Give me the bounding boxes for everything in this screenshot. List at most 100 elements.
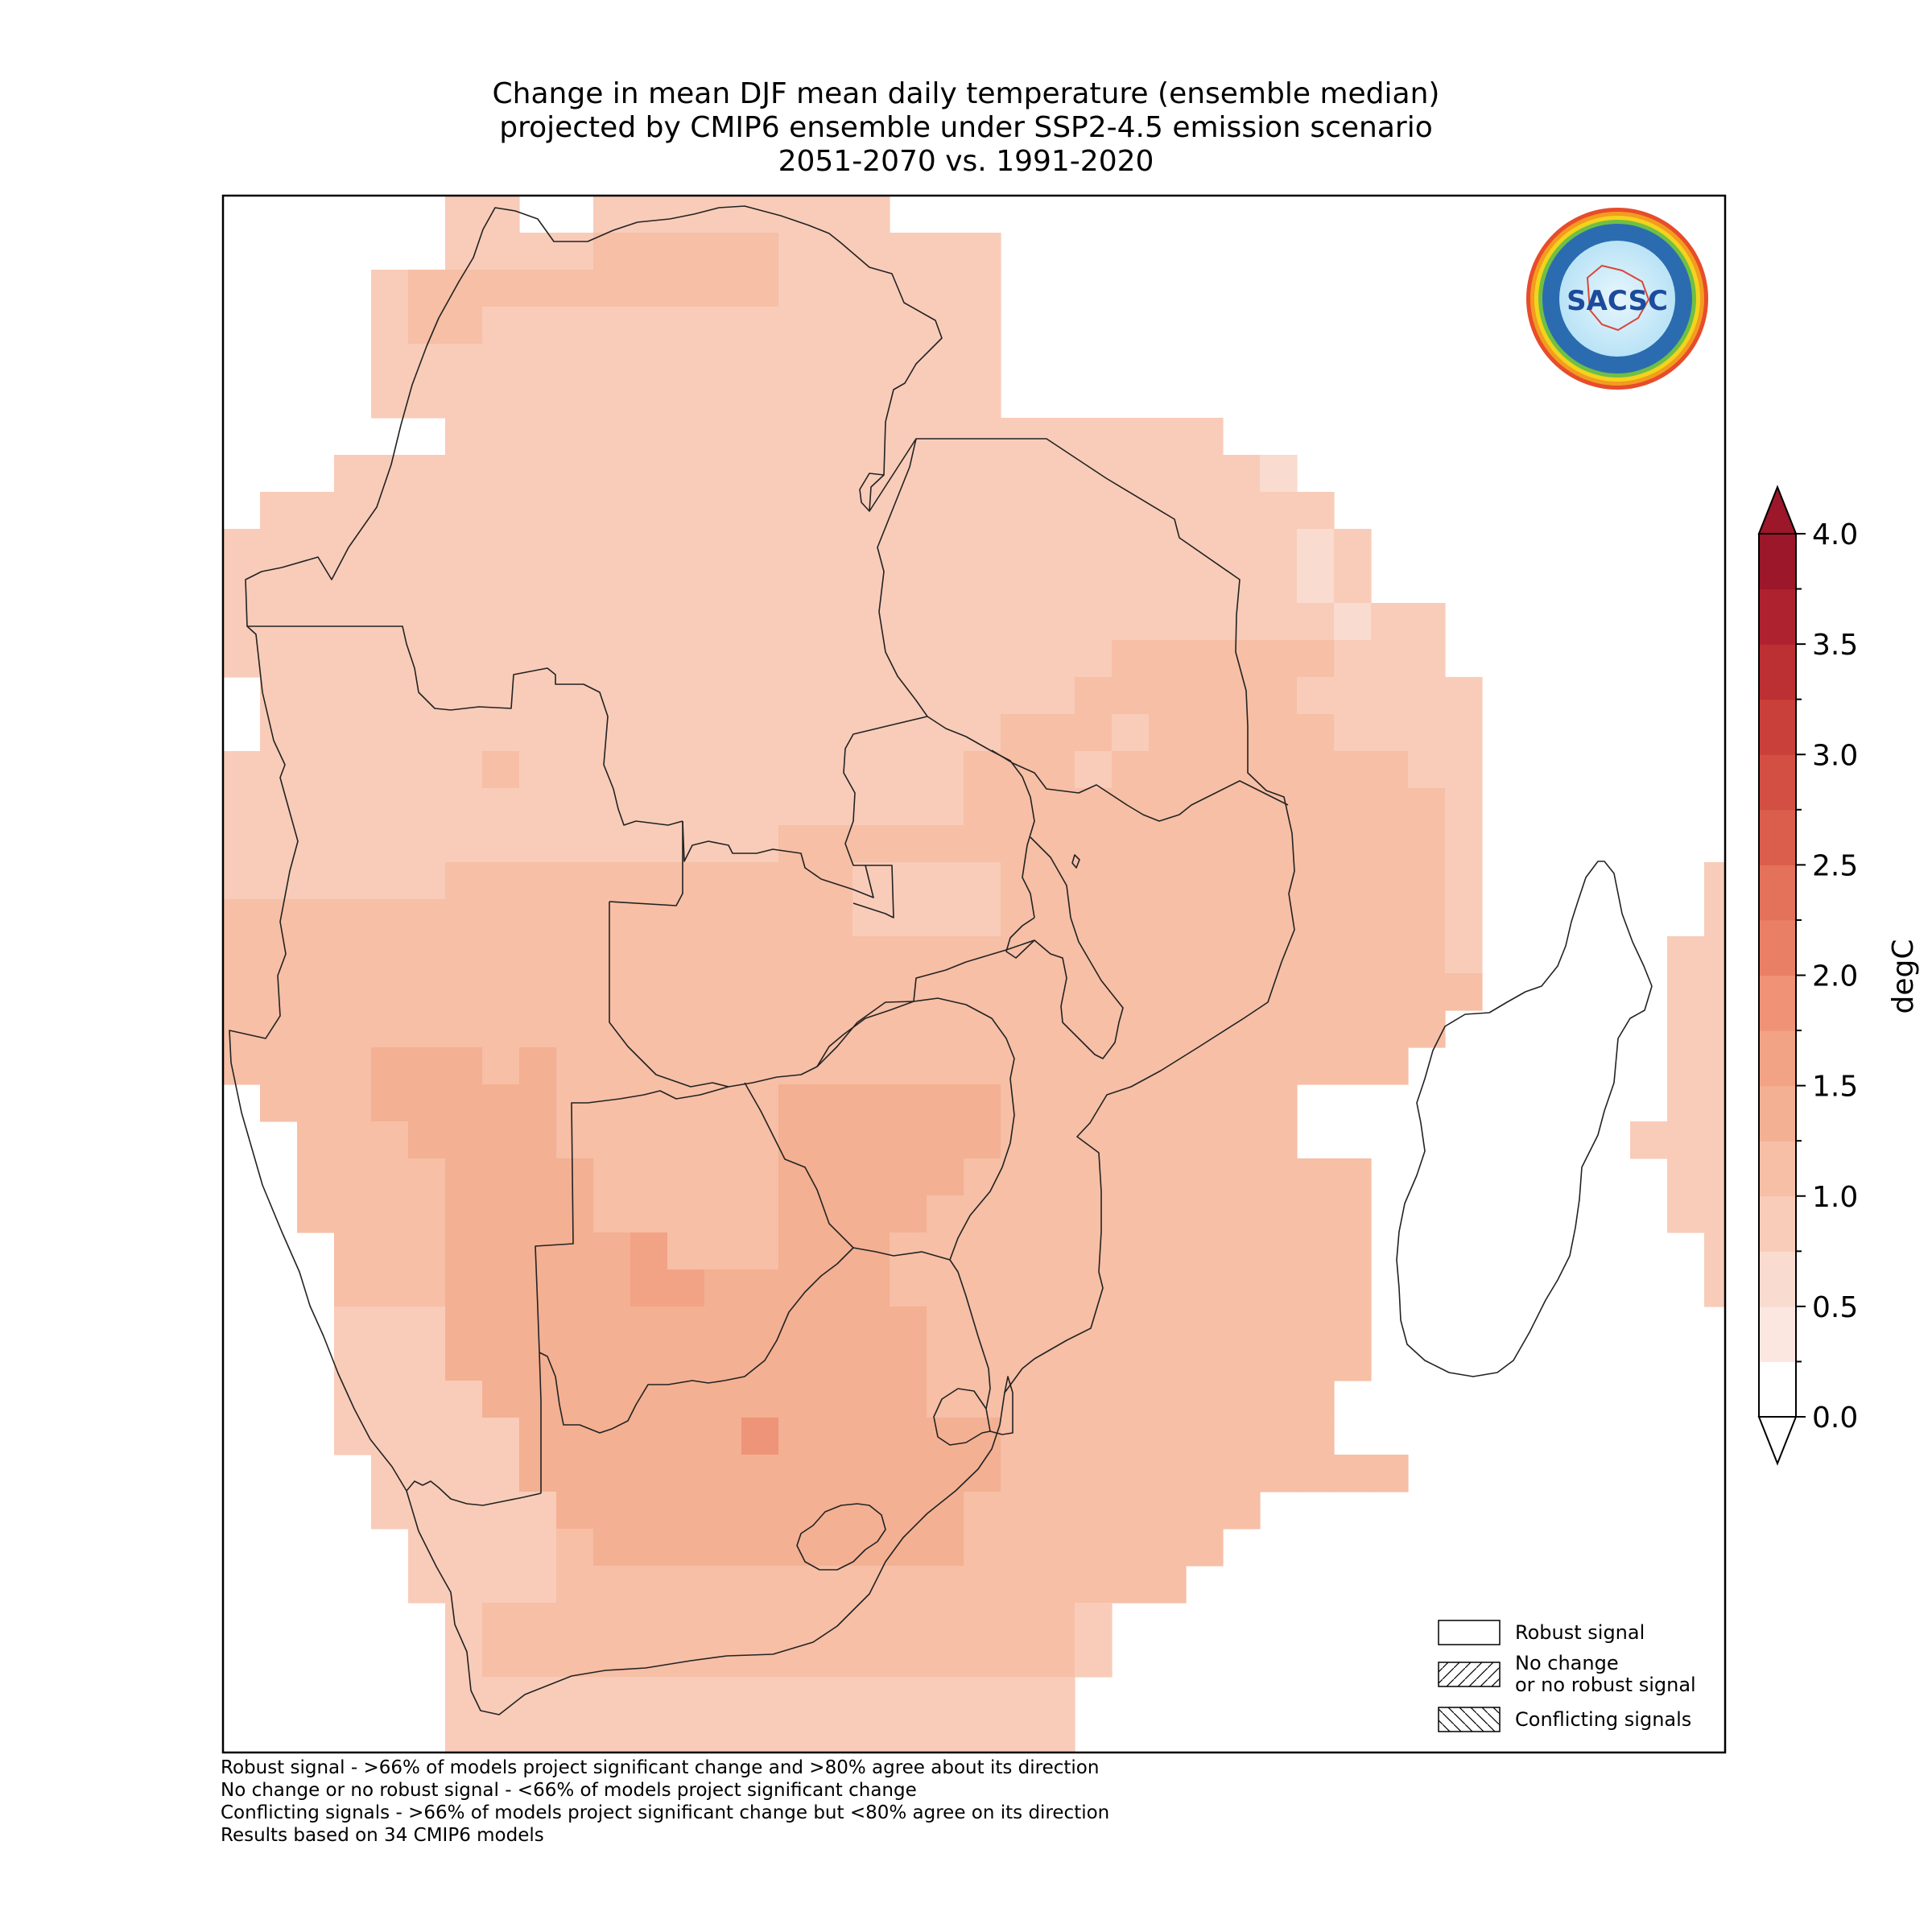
grid-cell: [630, 751, 668, 789]
grid-cell: [334, 1195, 372, 1233]
grid-cell: [1297, 1047, 1335, 1085]
grid-cell: [1334, 1455, 1372, 1492]
border-botswana: [535, 1086, 854, 1493]
grid-cell: [593, 1232, 631, 1270]
grid-cell: [556, 640, 594, 678]
grid-cell: [815, 1344, 853, 1381]
grid-cell: [1075, 1529, 1113, 1567]
grid-cell: [778, 1677, 816, 1715]
grid-cell: [778, 1121, 816, 1159]
grid-cell: [1112, 1121, 1150, 1159]
grid-cell: [704, 1232, 742, 1270]
grid-cell: [1667, 1158, 1705, 1196]
grid-cell: [1704, 1084, 1725, 1122]
grid-cell: [630, 418, 668, 456]
grid-cell: [371, 1158, 409, 1196]
border-namibia-south: [406, 1480, 542, 1506]
grid-cell: [852, 1603, 890, 1641]
grid-cell: [1223, 1047, 1261, 1085]
grid-cell: [704, 492, 742, 530]
grid-cell: [1445, 677, 1483, 715]
grid-cell: [1001, 1047, 1038, 1085]
grid-cell: [556, 1381, 594, 1418]
grid-cell: [1001, 1455, 1038, 1492]
grid-cell: [741, 640, 779, 678]
grid-cell: [778, 1381, 816, 1418]
grid-cell: [482, 307, 520, 345]
grid-cell: [815, 1158, 853, 1196]
grid-cell: [890, 1307, 927, 1344]
grid-cell: [927, 603, 964, 641]
grid-cell: [556, 455, 594, 493]
grid-cell: [852, 492, 890, 530]
grid-cell: [297, 603, 335, 641]
grid-cell: [778, 196, 816, 233]
grid-cell: [630, 1010, 668, 1048]
grid-cell: [519, 788, 557, 826]
grid-cell: [667, 973, 705, 1011]
grid-cell: [1667, 1047, 1705, 1085]
grid-cell: [964, 1677, 1001, 1715]
grid-cell: [964, 936, 1001, 974]
grid-cell: [593, 936, 631, 974]
grid-cell: [890, 1195, 927, 1233]
grid-cell: [890, 1677, 927, 1715]
grid-cell: [482, 1269, 520, 1307]
grid-cell: [260, 566, 298, 604]
grid-cell: [778, 677, 816, 715]
map-frame: [221, 194, 1727, 1754]
colorbar-tick-label: 2.0: [1812, 960, 1858, 993]
grid-cell: [815, 1529, 853, 1567]
grid-cell: [1112, 1158, 1150, 1196]
grid-cell: [890, 936, 927, 974]
grid-cell: [852, 1677, 890, 1715]
grid-cell: [1371, 714, 1409, 752]
grid-cell: [964, 1158, 1001, 1196]
grid-cell: [593, 1381, 631, 1418]
grid-cell: [223, 1047, 261, 1085]
grid-cell: [815, 233, 853, 270]
grid-cell: [704, 1381, 742, 1418]
grid-cell: [741, 751, 779, 789]
grid-cell: [445, 1418, 483, 1455]
grid-cell: [927, 1269, 964, 1307]
grid-cell: [815, 1121, 853, 1159]
grid-cell: [1334, 862, 1372, 900]
grid-cell: [667, 788, 705, 826]
grid-cell: [1297, 1344, 1335, 1381]
grid-cell: [927, 1158, 964, 1196]
grid-cell: [334, 677, 372, 715]
grid-cell: [630, 1269, 668, 1307]
grid-cell: [1038, 566, 1075, 604]
grid-cell: [297, 1195, 335, 1233]
grid-cell: [667, 1047, 705, 1085]
grid-cell: [704, 455, 742, 493]
grid-cell: [1334, 1010, 1372, 1048]
grid-cell: [741, 307, 779, 345]
grid-cell: [260, 825, 298, 863]
grid-cell: [630, 344, 668, 382]
grid-cell: [482, 455, 520, 493]
grid-cell: [1260, 1158, 1298, 1196]
grid-cell: [741, 1455, 779, 1492]
grid-cell: [890, 714, 927, 752]
grid-cell: [408, 1307, 446, 1344]
grid-cell: [482, 640, 520, 678]
grid-cell: [1149, 1010, 1187, 1048]
grid-cell: [1297, 1381, 1335, 1418]
colorbar-blocks: [1757, 485, 1798, 1466]
grid-cell: [1223, 455, 1261, 493]
grid-cell: [704, 751, 742, 789]
grid-cell: [1001, 1195, 1038, 1233]
colorbar-tick-label: 3.5: [1812, 629, 1858, 662]
grid-cell: [1001, 529, 1038, 567]
grid-cell: [445, 788, 483, 826]
grid-cell: [1075, 1232, 1113, 1270]
grid-cell: [408, 973, 446, 1011]
colorbar-tick-label: 1.5: [1812, 1071, 1858, 1104]
grid-cell: [630, 1344, 668, 1381]
grid-cell: [1260, 455, 1298, 493]
grid-cell: [593, 418, 631, 456]
grid-cell: [667, 1344, 705, 1381]
grid-cell: [408, 344, 446, 382]
